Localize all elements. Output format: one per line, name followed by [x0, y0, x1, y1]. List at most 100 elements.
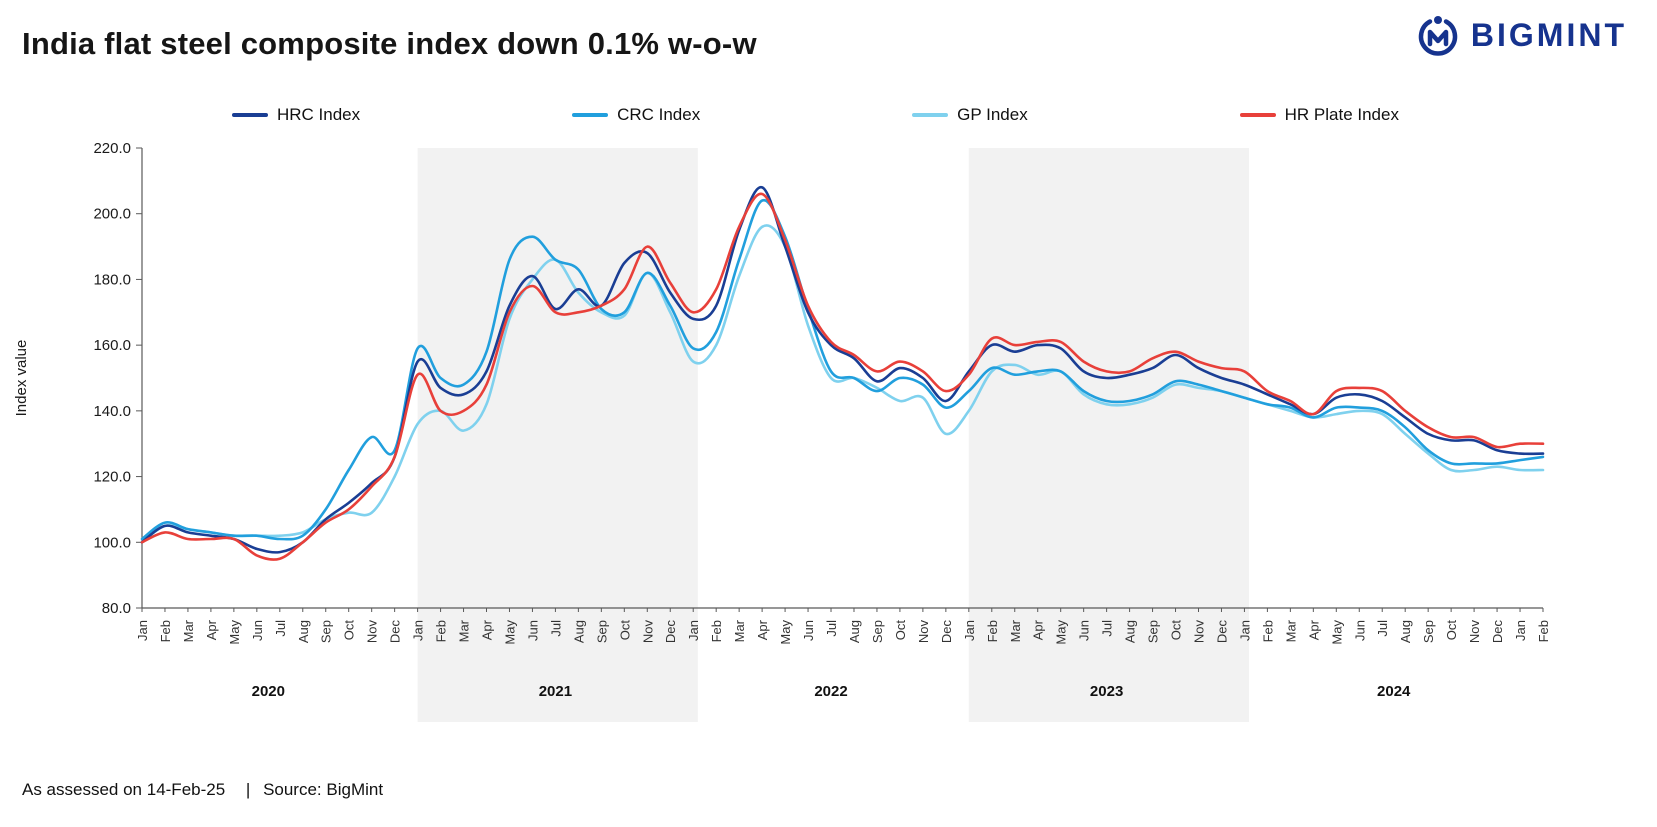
y-axis-title: Index value: [13, 340, 30, 417]
svg-text:Aug: Aug: [571, 620, 586, 643]
svg-text:Dec: Dec: [663, 620, 678, 644]
svg-text:Dec: Dec: [939, 620, 954, 644]
svg-text:Jan: Jan: [1237, 620, 1252, 641]
svg-text:Aug: Aug: [1398, 620, 1413, 643]
bigmint-logo-icon: [1418, 16, 1458, 56]
legend-item-hrc-index: HRC Index: [232, 105, 360, 125]
svg-text:120.0: 120.0: [93, 469, 131, 486]
legend-swatch-gp-index: [912, 113, 949, 117]
assessment-date: As assessed on 14-Feb-25: [22, 780, 226, 799]
svg-text:Aug: Aug: [1123, 620, 1138, 643]
svg-text:Dec: Dec: [1214, 620, 1229, 644]
svg-text:Oct: Oct: [342, 620, 357, 641]
svg-text:Apr: Apr: [755, 619, 770, 640]
svg-text:Aug: Aug: [296, 620, 311, 643]
svg-text:Jun: Jun: [525, 620, 540, 641]
legend-label-crc-index: CRC Index: [617, 105, 701, 124]
footnote: As assessed on 14-Feb-25 | Source: BigMi…: [22, 780, 383, 800]
legend-label-gp-index: GP Index: [957, 105, 1028, 124]
svg-text:160.0: 160.0: [93, 337, 131, 354]
svg-text:Feb: Feb: [709, 620, 724, 642]
line-hr-plate-index: [140, 192, 1545, 561]
svg-text:Sep: Sep: [1421, 620, 1436, 643]
svg-text:200.0: 200.0: [93, 206, 131, 223]
svg-text:Jul: Jul: [548, 620, 563, 637]
svg-text:Oct: Oct: [1444, 620, 1459, 641]
svg-text:2024: 2024: [1377, 683, 1411, 700]
series-lines: [140, 186, 1545, 561]
svg-text:May: May: [227, 620, 242, 645]
svg-text:Nov: Nov: [640, 620, 655, 644]
svg-text:Feb: Feb: [1260, 620, 1275, 642]
svg-text:Oct: Oct: [893, 620, 908, 641]
svg-text:Oct: Oct: [1169, 620, 1184, 641]
svg-text:Apr: Apr: [1306, 619, 1321, 640]
svg-text:180.0: 180.0: [93, 271, 131, 288]
svg-text:Nov: Nov: [1467, 620, 1482, 644]
svg-text:2021: 2021: [539, 683, 572, 700]
separator: |: [245, 780, 251, 799]
svg-text:Jan: Jan: [686, 620, 701, 641]
svg-text:Sep: Sep: [1146, 620, 1161, 643]
svg-text:Mar: Mar: [181, 619, 196, 642]
svg-text:Feb: Feb: [158, 620, 173, 642]
svg-text:Jun: Jun: [1352, 620, 1367, 641]
legend-swatch-hrc-index: [232, 113, 268, 117]
legend-item-hr-plate-index: HR Plate Index: [1239, 105, 1399, 125]
legend-item-gp-index: GP Index: [912, 105, 1028, 125]
svg-text:Sep: Sep: [870, 620, 885, 643]
svg-text:Feb: Feb: [985, 620, 1000, 642]
svg-text:140.0: 140.0: [93, 403, 131, 420]
svg-text:100.0: 100.0: [93, 534, 131, 551]
svg-text:Mar: Mar: [457, 619, 472, 642]
y-axis-labels: 80.0 100.0 120.0 140.0 160.0 180.0 200.0 220.0: [93, 140, 142, 617]
svg-text:Feb: Feb: [1536, 620, 1551, 642]
svg-text:May: May: [778, 620, 793, 645]
svg-text:Jul: Jul: [824, 620, 839, 637]
legend-label-hr-plate-index: HR Plate Index: [1284, 105, 1399, 124]
chart-legend: HRC Index CRC Index GP Index HR Plate Index: [232, 103, 1399, 127]
svg-text:Mar: Mar: [1283, 619, 1298, 642]
svg-text:Sep: Sep: [319, 620, 334, 643]
svg-text:2023: 2023: [1090, 683, 1123, 700]
svg-text:Nov: Nov: [916, 620, 931, 644]
legend-label-hrc-index: HRC Index: [277, 105, 361, 124]
line-hrc-index: [140, 186, 1545, 554]
svg-text:Dec: Dec: [388, 620, 403, 644]
svg-text:Aug: Aug: [847, 620, 862, 643]
legend-item-crc-index: CRC Index: [572, 105, 700, 125]
legend-swatch-crc-index: [572, 113, 609, 117]
line-gp-index: [140, 224, 1545, 544]
svg-text:Oct: Oct: [617, 620, 632, 641]
svg-text:Jun: Jun: [801, 620, 816, 641]
bigmint-logo: BIGMINT: [1415, 12, 1627, 58]
line-crc-index: [140, 198, 1545, 541]
svg-text:May: May: [1054, 620, 1069, 645]
year-labels: 2020 2021 2022 2023 2024: [252, 683, 1411, 700]
svg-text:Jan: Jan: [1513, 620, 1528, 641]
svg-text:Nov: Nov: [365, 620, 380, 644]
svg-text:Jul: Jul: [273, 620, 288, 637]
svg-text:Apr: Apr: [1031, 619, 1046, 640]
svg-text:2020: 2020: [252, 683, 285, 700]
source-credit: Source: BigMint: [263, 780, 384, 799]
svg-text:Nov: Nov: [1191, 620, 1206, 644]
svg-text:Jul: Jul: [1375, 620, 1390, 637]
svg-text:Sep: Sep: [594, 620, 609, 643]
bigmint-logo-text: BIGMINT: [1470, 16, 1627, 53]
svg-text:Jan: Jan: [135, 620, 150, 641]
x-axis-labels: Jan Feb Mar Apr May Jun Jul Aug Sep Oct Nov Dec Jan F…: [135, 608, 1551, 645]
svg-text:Apr: Apr: [480, 619, 495, 640]
svg-text:Jan: Jan: [962, 620, 977, 641]
page-title: India flat steel composite index down 0.…: [22, 26, 757, 61]
legend-swatch-hr-plate-index: [1239, 113, 1276, 117]
svg-text:Apr: Apr: [204, 619, 219, 640]
flat-steel-index-chart: 80.0 100.0 120.0 140.0 160.0 180.0 200.0 220.0 J…: [13, 140, 1551, 722]
svg-text:Mar: Mar: [732, 619, 747, 642]
svg-text:Jun: Jun: [250, 620, 265, 641]
svg-text:May: May: [502, 620, 517, 645]
svg-text:220.0: 220.0: [93, 140, 131, 157]
svg-text:May: May: [1329, 620, 1344, 645]
svg-text:Dec: Dec: [1490, 620, 1505, 644]
svg-text:Feb: Feb: [434, 620, 449, 642]
